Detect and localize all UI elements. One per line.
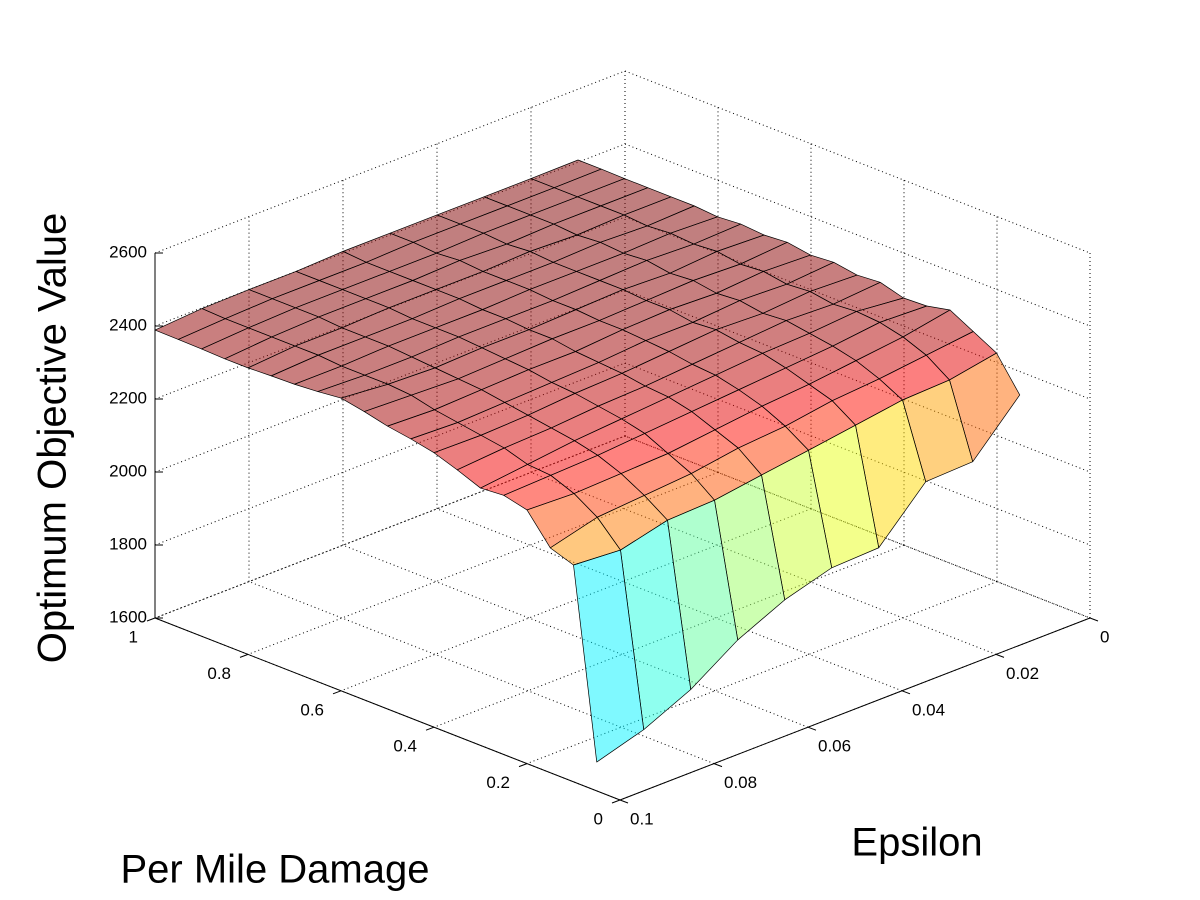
y-tick: [901, 690, 911, 695]
x-tick: [518, 763, 528, 768]
grid-line: [624, 216, 1091, 400]
y-tick-label: 0.08: [724, 773, 757, 792]
x-tick-label: 0.4: [393, 737, 417, 756]
z-tick-label: 1800: [109, 534, 147, 553]
y-tick: [619, 799, 629, 804]
x-tick-label: 1: [129, 627, 138, 646]
y-tick-label: 0.1: [630, 809, 654, 828]
z-tick-label: 2400: [109, 315, 147, 334]
grid-line: [624, 289, 1091, 473]
y-tick: [1089, 617, 1099, 622]
x-tick-label: 0.8: [207, 664, 231, 683]
grid-line: [624, 70, 1091, 254]
z-tick-label: 1600: [109, 607, 147, 626]
x-tick-label: 0.2: [486, 773, 510, 792]
y-tick-label: 0: [1100, 627, 1109, 646]
y-tick-label: 0.06: [818, 737, 851, 756]
y-tick: [807, 726, 817, 731]
x-axis-label: Per Mile Damage: [120, 848, 429, 892]
z-tick-label: 2600: [109, 242, 147, 261]
surface-face: [573, 549, 645, 763]
x-tick-label: 0: [594, 809, 603, 828]
x-tick: [146, 617, 156, 622]
z-axis-label: Optimum Objective Value: [31, 213, 75, 664]
grid-line: [624, 362, 1091, 546]
y-axis-label: Epsilon: [851, 821, 982, 865]
y-tick: [713, 763, 723, 768]
y-tick-label: 0.02: [1006, 664, 1039, 683]
grid-line: [624, 435, 1091, 619]
grid-line: [624, 143, 1091, 327]
x-axis: [154, 617, 621, 801]
grid-line: [154, 70, 626, 254]
grid-line: [248, 581, 715, 765]
x-tick: [332, 690, 342, 695]
x-tick: [611, 799, 621, 804]
z-tick-label: 2000: [109, 461, 147, 480]
y-tick: [995, 653, 1005, 658]
x-tick: [239, 653, 249, 658]
x-tick: [425, 726, 435, 731]
grid-line: [436, 508, 903, 692]
grid-line: [342, 544, 809, 728]
z-tick-label: 2200: [109, 388, 147, 407]
y-axis: [619, 617, 1091, 801]
y-tick-label: 0.04: [912, 700, 945, 719]
x-tick-label: 0.6: [300, 700, 324, 719]
